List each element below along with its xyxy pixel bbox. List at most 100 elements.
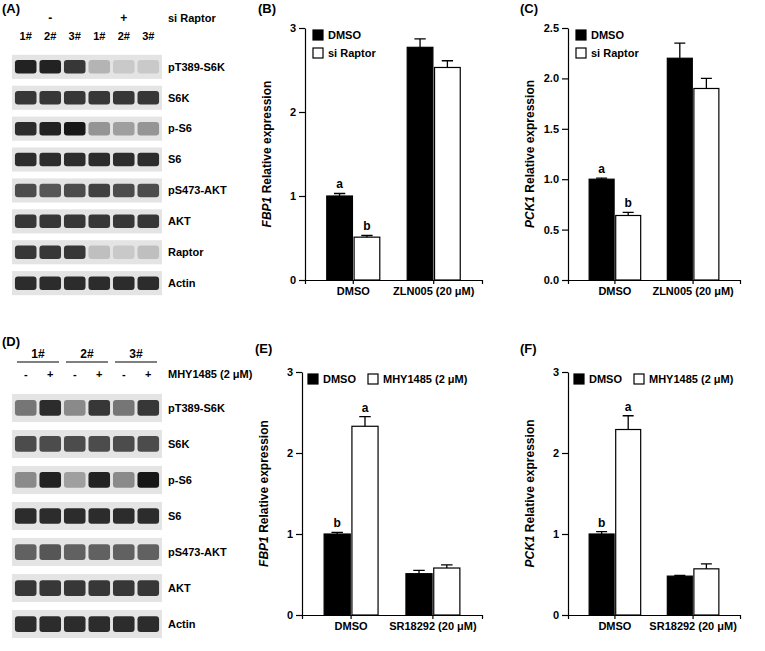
blot-band	[113, 580, 135, 596]
legend: DMSOsi Raptor	[576, 29, 639, 59]
blot-band	[64, 580, 86, 596]
y-axis-title-rest: Relative expression	[523, 419, 537, 535]
blot-band	[113, 246, 135, 259]
blot-strip	[12, 610, 162, 638]
group-label: -	[48, 11, 52, 25]
y-tick-label: 0.5	[544, 224, 559, 236]
y-tick-mark	[296, 372, 302, 373]
legend-swatch	[576, 48, 586, 58]
y-tick-mark	[562, 28, 568, 29]
legend: DMSOMHY1485 (2 μM)	[308, 373, 468, 385]
bar	[407, 47, 433, 280]
y-axis-title-gene: FBP1	[260, 196, 274, 227]
row-label: Actin	[168, 277, 196, 289]
lane-label: +	[96, 368, 102, 380]
y-tick-label: 1	[290, 190, 296, 202]
y-tick-label: 0	[287, 609, 293, 621]
panel-title: (F)	[520, 341, 537, 356]
y-tick-mark	[299, 280, 305, 281]
blot-band	[113, 122, 135, 135]
blot-band	[88, 215, 110, 228]
blot-band	[137, 215, 159, 228]
y-tick-mark	[562, 230, 568, 231]
y-tick-mark	[562, 534, 568, 535]
x-tick-label: DMSO	[598, 620, 631, 632]
blot-band	[137, 91, 159, 104]
blot-band	[137, 436, 159, 452]
x-tick: DMSO	[335, 615, 368, 632]
legend: DMSOMHY1485 (2 μM)	[574, 373, 734, 385]
blot-band	[39, 246, 61, 259]
blot-band	[39, 508, 61, 524]
blot-band	[15, 215, 37, 228]
blot-band	[64, 184, 86, 197]
blot-band	[88, 508, 110, 524]
y-tick-mark	[562, 280, 568, 281]
y-tick: 0	[290, 274, 305, 286]
y-axis-line	[305, 29, 306, 281]
figure: (A)-+1#2#3#1#2#3#si RaptorpT389-S6KS6Kp-…	[0, 0, 765, 651]
blot-band	[39, 580, 61, 596]
plot-area	[589, 43, 719, 280]
blot-panel: 1#2#3#-+-+-+MHY1485 (2 μM)pT389-S6KS6Kp-…	[12, 347, 253, 638]
significance-letter: b	[334, 516, 341, 530]
y-tick: 0	[553, 609, 568, 621]
blot-strip	[12, 271, 162, 295]
x-tick-label: SR18292 (20 μM)	[389, 620, 477, 632]
y-tick-label: 2.0	[544, 72, 559, 84]
y-tick: 2	[287, 447, 302, 459]
blot-band	[64, 436, 86, 452]
bar	[694, 88, 719, 280]
y-tick-mark	[562, 615, 568, 616]
x-tick-mark	[353, 280, 354, 284]
blot-band	[113, 276, 135, 289]
x-tick-label: ZLN005 (20 μM)	[393, 285, 475, 297]
y-tick-mark	[296, 453, 302, 454]
row-label: Raptor	[168, 246, 204, 258]
lane-label: 1#	[93, 30, 105, 42]
blot-strip	[12, 178, 162, 202]
y-tick-mark	[299, 28, 305, 29]
y-axis: 0123	[290, 22, 306, 286]
y-tick-label: 1	[287, 528, 293, 540]
y-tick-label: 0	[290, 274, 296, 286]
blot-band	[64, 400, 86, 416]
blot-band	[64, 544, 86, 560]
x-tick-mark	[614, 615, 615, 619]
panel-title: (C)	[520, 1, 538, 16]
row-label: AKT	[168, 582, 191, 594]
y-tick-mark	[299, 112, 305, 113]
blot-band	[137, 276, 159, 289]
y-tick-mark	[562, 129, 568, 130]
panel-title: (D)	[2, 334, 20, 349]
blot-band	[88, 472, 110, 488]
blot-band	[137, 184, 159, 197]
bar-panel: 0123DMSOSR18292 (20 μM)PCK1 Relative exp…	[523, 366, 741, 632]
blot-band	[88, 544, 110, 560]
blot-band	[113, 472, 135, 488]
x-tick-mark	[692, 615, 693, 619]
bar	[667, 576, 692, 615]
x-tick: DMSO	[598, 615, 631, 632]
blot-band	[88, 91, 110, 104]
blot-band	[15, 122, 37, 135]
row-label: Actin	[168, 618, 196, 630]
y-tick-label: 0.0	[544, 274, 559, 286]
y-tick: 0.0	[544, 274, 568, 286]
plot-area	[324, 417, 460, 615]
y-tick-mark	[562, 372, 568, 373]
x-tick-label: SR18292 (20 μM)	[649, 620, 737, 632]
legend-swatch	[574, 374, 584, 384]
y-axis-title: FBP1 Relative expression	[257, 420, 271, 567]
y-axis-title: FBP1 Relative expression	[260, 81, 274, 228]
x-tick-mark	[432, 615, 433, 619]
y-axis-title: PCK1 Relative expression	[523, 419, 537, 567]
group-label: +	[120, 11, 127, 25]
lane-label: 1#	[20, 30, 32, 42]
y-tick-mark	[562, 453, 568, 454]
blot-band	[88, 122, 110, 135]
y-tick-mark	[296, 534, 302, 535]
legend-swatch	[313, 30, 323, 40]
blot-band	[64, 91, 86, 104]
lane-label: 3#	[142, 30, 154, 42]
